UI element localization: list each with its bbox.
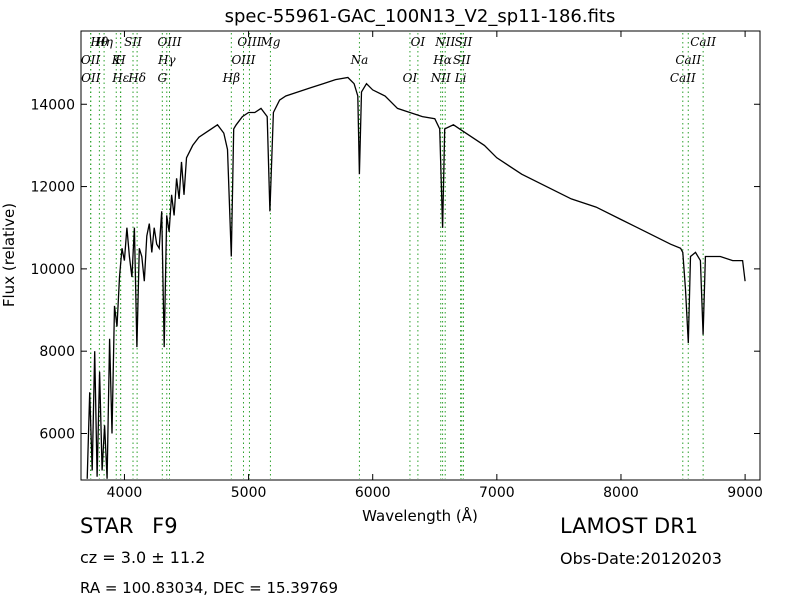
line-label: Li (454, 71, 467, 85)
x-axis-ticks: 4000 5000 6000 7000 8000 9000 (107, 31, 763, 501)
y-axis-label: Flux (relative) (0, 203, 18, 307)
x-axis-label: Wavelength (Å) (362, 506, 478, 525)
line-label: OI (403, 71, 418, 85)
object-class: STAR F9 (80, 514, 178, 538)
object-class-label: STAR (80, 514, 134, 538)
line-label: Hγ (157, 53, 176, 67)
redshift-text: cz = 3.0 ± 11.2 (80, 548, 206, 567)
x-tick-label: 8000 (603, 485, 639, 501)
line-label: OIII (237, 35, 261, 49)
x-tick-label: 9000 (727, 485, 763, 501)
line-label: Hε (111, 71, 129, 85)
y-axis-ticks: 6000 8000 10000 12000 14000 (30, 97, 760, 442)
line-label: OI (411, 35, 426, 49)
line-label: H (114, 53, 126, 67)
coordinates-text: RA = 100.83034, DEC = 15.39769 (80, 579, 339, 597)
plot-frame (80, 30, 761, 481)
survey-label: LAMOST DR1 (560, 514, 699, 538)
obs-date-text: Obs-Date:20120203 (560, 549, 722, 568)
x-tick-label: 6000 (355, 485, 391, 501)
line-label: Hδ (127, 71, 146, 85)
chart-title: spec-55961-GAC_100N13_V2_sp11-186.fits (225, 6, 616, 27)
y-tick-label: 14000 (30, 97, 75, 113)
line-label: NII (434, 35, 455, 49)
spectral-line-labels: Hθ OII OII Hη K Hε SII HHδ OIII Hγ G OIII OIII Hβ Mg Na… (81, 35, 716, 85)
line-label: OIII (157, 35, 181, 49)
line-label: OII (81, 71, 101, 85)
line-label: Mg (259, 35, 280, 49)
line-label: NII (430, 71, 451, 85)
subclass-label: F9 (152, 514, 178, 538)
x-tick-label: 5000 (231, 485, 267, 501)
line-label: SII (455, 35, 473, 49)
line-label: G (158, 71, 168, 85)
y-tick-label: 12000 (30, 180, 75, 196)
line-label: CaII (690, 35, 716, 49)
spectrum-series-line (86, 76, 746, 479)
line-label: Hθ (90, 35, 109, 49)
line-label: SII (453, 53, 471, 67)
line-label: K (111, 53, 122, 67)
x-tick-label: 4000 (107, 485, 143, 501)
line-label: Hα (432, 53, 452, 67)
line-label: Hη (94, 35, 113, 49)
y-tick-label: 10000 (30, 262, 75, 278)
spectral-line-markers (90, 33, 704, 479)
line-label: CaII (670, 71, 696, 85)
line-label: Na (350, 53, 369, 67)
line-label: OIII (231, 53, 255, 67)
line-label: Hβ (222, 71, 240, 85)
line-label: CaII (675, 53, 701, 67)
x-tick-label: 7000 (479, 485, 515, 501)
y-tick-label: 8000 (39, 344, 75, 360)
line-label: SII (124, 35, 142, 49)
y-tick-label: 6000 (39, 426, 75, 442)
line-label: OII (81, 53, 101, 67)
